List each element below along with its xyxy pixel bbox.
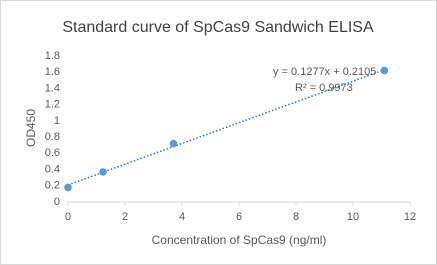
trendline xyxy=(67,69,385,186)
x-tick-label: 10 xyxy=(347,211,359,223)
y-tick-label: 1.4 xyxy=(45,82,60,94)
x-tick-label: 4 xyxy=(179,211,185,223)
x-tick-label: 8 xyxy=(293,211,299,223)
chart-title: Standard curve of SpCas9 Sandwich ELISA xyxy=(62,19,374,36)
x-tick-label: 0 xyxy=(65,211,71,223)
y-axis-title: OD450 xyxy=(24,109,38,147)
y-tick-label: 1.6 xyxy=(45,66,60,78)
x-tick-label: 2 xyxy=(122,211,128,223)
y-tick-label: 1.8 xyxy=(45,50,60,62)
data-point xyxy=(64,183,72,192)
y-tick-label: 0.4 xyxy=(45,163,60,175)
y-tick-label: 0.8 xyxy=(45,131,60,143)
y-tick-label: 0.6 xyxy=(45,147,60,159)
y-tick-label: 1.2 xyxy=(45,99,60,111)
x-axis-title: Concentration of SpCas9 (ng/ml) xyxy=(152,233,327,247)
y-tick-label: 0.2 xyxy=(45,180,60,192)
r-squared: R² = 0.9973 xyxy=(295,82,353,94)
x-tick-label: 6 xyxy=(236,211,242,223)
x-tick-label: 12 xyxy=(404,211,416,223)
data-point xyxy=(99,168,107,176)
y-tick-label: 1 xyxy=(54,115,60,127)
data-point xyxy=(380,66,389,75)
y-tick-label: 0 xyxy=(54,196,60,208)
data-point xyxy=(169,139,178,148)
trendline-equation: y = 0.1277x + 0.2105 xyxy=(273,66,376,78)
